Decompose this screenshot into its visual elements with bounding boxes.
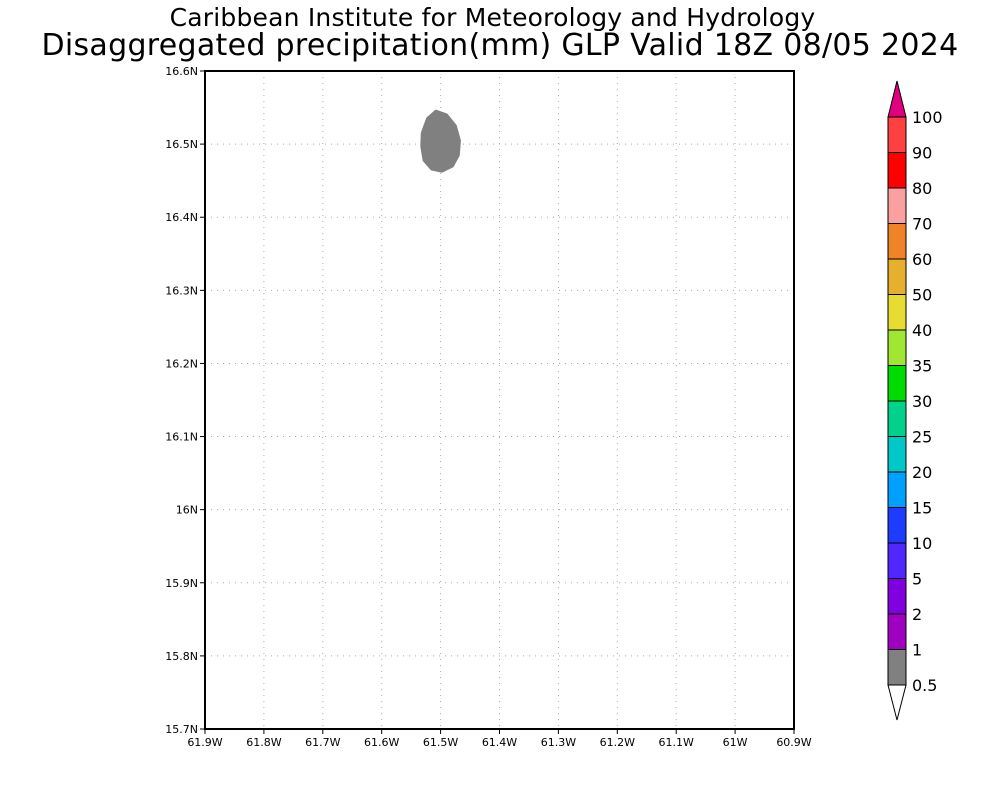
colorbar-label: 1 bbox=[912, 641, 922, 660]
graticule-grid bbox=[205, 71, 794, 729]
colorbar-label: 90 bbox=[912, 144, 932, 163]
lat-tick-label: 16.1N bbox=[165, 431, 198, 444]
lon-tick-label: 60.9W bbox=[776, 736, 811, 749]
lon-tick-label: 61.7W bbox=[305, 736, 340, 749]
colorbar-segment bbox=[887, 649, 907, 686]
map-frame bbox=[204, 70, 795, 730]
colorbar-label: 35 bbox=[912, 357, 932, 376]
lat-tick-label: 15.8N bbox=[165, 650, 198, 663]
colorbar-segment bbox=[887, 223, 907, 260]
colorbar-segment bbox=[887, 294, 907, 331]
colorbar-segment bbox=[887, 400, 907, 437]
lon-tick-label: 61.2W bbox=[600, 736, 635, 749]
colorbar-segment bbox=[887, 187, 907, 224]
colorbar-segment bbox=[887, 152, 907, 189]
lon-tick-label: 61.9W bbox=[187, 736, 222, 749]
institute-title: Caribbean Institute for Meteorology and … bbox=[169, 3, 816, 32]
lon-tick-label: 61.1W bbox=[659, 736, 694, 749]
lat-tick-label: 16.4N bbox=[165, 211, 198, 224]
lon-tick-label: 61.8W bbox=[246, 736, 281, 749]
lat-tick-label: 16N bbox=[176, 504, 198, 517]
lon-tick-label: 61.5W bbox=[423, 736, 458, 749]
colorbar-label: 25 bbox=[912, 428, 932, 447]
colorbar-label: 5 bbox=[912, 570, 922, 589]
colorbar-label: 10 bbox=[912, 534, 932, 553]
lon-tick-label: 61.3W bbox=[541, 736, 576, 749]
colorbar-segment bbox=[887, 436, 907, 473]
colorbar-label: 80 bbox=[912, 179, 932, 198]
colorbar-segment bbox=[887, 507, 907, 544]
lon-tick-label: 61.6W bbox=[364, 736, 399, 749]
lat-tick-label: 15.9N bbox=[165, 577, 198, 590]
colorbar-label: 50 bbox=[912, 286, 932, 305]
colorbar-segment bbox=[887, 471, 907, 508]
colorbar-label: 0.5 bbox=[912, 676, 937, 695]
map-title: Disaggregated precipitation(mm) GLP Vali… bbox=[41, 28, 959, 63]
colorbar-label: 60 bbox=[912, 250, 932, 269]
colorbar-segment bbox=[887, 365, 907, 402]
colorbar-segment bbox=[887, 578, 907, 615]
lat-tick-label: 16.5N bbox=[165, 138, 198, 151]
colorbar-label: 20 bbox=[912, 463, 932, 482]
colorbar-under-triangle bbox=[887, 684, 907, 721]
lon-tick-label: 61.4W bbox=[482, 736, 517, 749]
lat-tick-label: 16.2N bbox=[165, 357, 198, 370]
lat-tick-label: 16.3N bbox=[165, 284, 198, 297]
colorbar-segment bbox=[887, 258, 907, 295]
colorbar-label: 2 bbox=[912, 605, 922, 624]
lon-tick-label: 61W bbox=[723, 736, 748, 749]
colorbar-segment bbox=[887, 613, 907, 650]
lat-tick-label: 15.7N bbox=[165, 723, 198, 736]
colorbar-over-triangle bbox=[887, 80, 907, 118]
colorbar-label: 70 bbox=[912, 215, 932, 234]
colorbar-label: 40 bbox=[912, 321, 932, 340]
lat-tick-label: 16.6N bbox=[165, 65, 198, 78]
precip-area bbox=[420, 109, 461, 173]
colorbar-label: 100 bbox=[912, 108, 943, 127]
colorbar-label: 30 bbox=[912, 392, 932, 411]
colorbar-segment bbox=[887, 116, 907, 153]
colorbar-segment bbox=[887, 329, 907, 366]
precipitation-field bbox=[420, 109, 461, 173]
colorbar-segment bbox=[887, 542, 907, 579]
axis-ticks: 15.7N 15.8N 15.9N 16N 16.1N 16.2N 16.3N 16.4N 16… bbox=[165, 65, 812, 749]
colorbar-label: 15 bbox=[912, 499, 932, 518]
